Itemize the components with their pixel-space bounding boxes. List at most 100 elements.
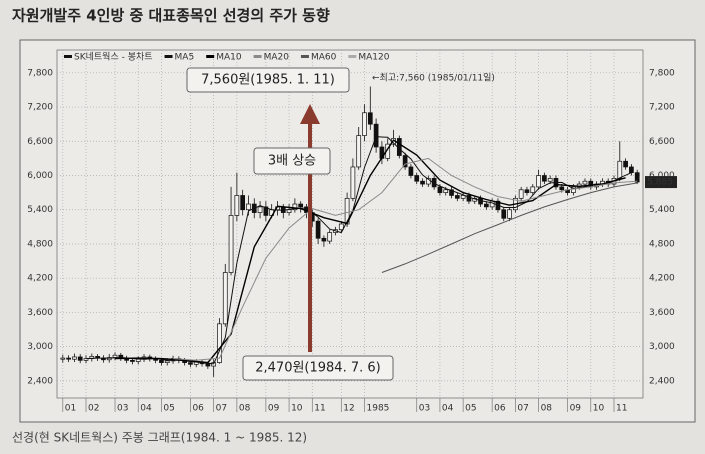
candle-body (130, 359, 135, 362)
candle-body (449, 189, 454, 196)
ma-line (172, 157, 638, 361)
ma-line (381, 182, 638, 273)
candle-body (367, 112, 373, 125)
candle-body (559, 186, 565, 191)
annotation: 2,470원(1984. 7. 6) (255, 361, 380, 376)
candle-body (286, 209, 292, 213)
annotation: 7,560원(1985. 1. 11) (201, 73, 335, 88)
candle-body (536, 175, 541, 188)
y2-tick-label: 4,200 (649, 274, 675, 284)
candle-body (205, 363, 211, 367)
y-tick-label: 4,200 (27, 274, 53, 284)
y-tick-label: 6,000 (27, 171, 53, 181)
candle-body (542, 175, 547, 182)
ma-line (114, 139, 626, 364)
x-tick-label: 10 (593, 404, 605, 414)
candle-body (298, 203, 304, 208)
x-tick-label: 06 (494, 404, 506, 414)
legend-label: MA120 (358, 53, 389, 63)
legend-label: MA60 (311, 53, 337, 63)
candle-body (629, 166, 634, 174)
candle-body (77, 356, 83, 361)
y-tick-label: 5,400 (27, 205, 53, 215)
annotation-box (253, 147, 331, 175)
candle-body (327, 232, 333, 242)
candle-body (362, 112, 367, 136)
candle-body (263, 206, 269, 216)
candle-body (460, 195, 466, 199)
legend-swatch (348, 55, 357, 58)
x-tick-label: 03 (117, 404, 128, 414)
current-price-label: 5,885 (647, 178, 673, 188)
candle-body (112, 354, 118, 358)
candle-body (489, 200, 495, 208)
candle-body (60, 357, 66, 360)
legend-swatch (206, 55, 215, 58)
y-tick-label: 2,400 (27, 376, 53, 386)
x-tick-label: 04 (442, 404, 454, 414)
annotation-box (186, 67, 350, 93)
x-tick-label: 08 (541, 404, 553, 414)
candle-body (501, 209, 507, 219)
legend-swatch (253, 55, 262, 58)
x-tick-label: 06 (192, 404, 204, 414)
candle-body (246, 203, 251, 211)
chart-title: 자원개발주 4인방 중 대표종목인 선경의 주가 동향 (12, 7, 330, 25)
candle-body (373, 123, 379, 148)
candle-body (292, 203, 298, 211)
y-tick-label: 6,600 (27, 137, 53, 147)
annotation: 3배 상승 (268, 154, 316, 169)
x-tick-label: 09 (570, 404, 582, 414)
legend-swatch (64, 55, 72, 58)
x-tick-label: 11 (616, 404, 627, 414)
candle-body (466, 195, 472, 202)
current-price-box (645, 176, 677, 189)
candle-body (623, 160, 628, 168)
y2-tick-label: 7,800 (649, 68, 675, 78)
legend-swatch (164, 55, 173, 58)
candle-body (582, 180, 588, 185)
x-tick-label: 02 (88, 404, 99, 414)
x-tick-label: 10 (291, 404, 303, 414)
candle-body (164, 360, 170, 363)
y2-tick-label: 7,200 (649, 103, 675, 113)
annotation-box (242, 355, 394, 381)
candle-body (240, 195, 246, 211)
x-tick-label: 04 (140, 404, 152, 414)
y2-tick-label: 3,000 (649, 342, 675, 352)
candle-body (402, 155, 408, 168)
x-tick-label: 1985 (367, 404, 390, 414)
candle-body (483, 203, 489, 208)
caption: 선경(현 SK네트웍스) 주봉 그래프(1984. 1 ~ 1985. 12) (12, 431, 307, 445)
candle-body (66, 357, 71, 360)
candle-body (518, 189, 524, 199)
candle-body (228, 215, 234, 273)
legend-label: SK네트웍스 - 봉차트 (74, 51, 153, 63)
legend-swatch (300, 55, 309, 58)
candle-body (72, 356, 77, 360)
plot-area (56, 49, 644, 399)
candle-body (350, 166, 356, 199)
y-tick-label: 4,800 (27, 239, 53, 249)
y2-tick-label: 6,600 (649, 137, 675, 147)
candle-body (315, 220, 321, 239)
y2-tick-label: 5,400 (649, 205, 675, 215)
candle-body (437, 186, 443, 193)
x-tick-label: 05 (163, 404, 174, 414)
y2-tick-label: 6,000 (649, 171, 675, 181)
candle-body (234, 195, 240, 216)
annotation: ←최고:7,560 (1985/01/11일) (372, 73, 495, 84)
x-tick-label: 01 (65, 404, 76, 414)
candle-body (338, 223, 344, 231)
candle-body (106, 357, 112, 361)
candle-body (443, 189, 449, 193)
candle-body (507, 209, 512, 219)
candle-body (211, 362, 217, 367)
candle-body (222, 272, 228, 325)
x-tick-label: 07 (517, 404, 528, 414)
x-tick-label: 08 (239, 404, 251, 414)
y-tick-label: 7,800 (27, 68, 53, 78)
candle-body (321, 237, 327, 242)
y2-tick-label: 4,800 (649, 239, 675, 249)
candle-body (217, 323, 222, 363)
